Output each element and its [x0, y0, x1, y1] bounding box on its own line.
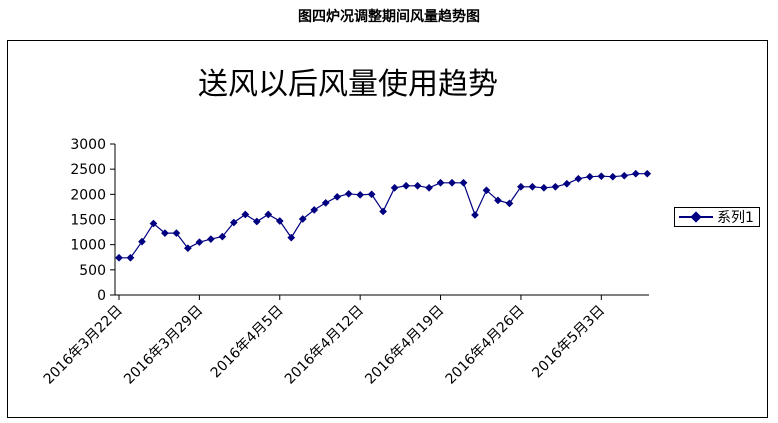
data-point [183, 244, 192, 253]
data-point [551, 182, 560, 191]
data-point [539, 183, 548, 192]
x-tick-label: 2016年3月22日 [41, 303, 126, 388]
data-point [379, 207, 388, 216]
chart-area: 送风以后风量使用趋势 0 500 1000 1500 2000 2500 3000 2016年… [7, 40, 768, 418]
data-point [608, 172, 617, 181]
data-point [264, 210, 273, 219]
data-point [241, 210, 250, 219]
data-point [115, 253, 123, 262]
data-point [459, 178, 468, 187]
data-point [413, 181, 422, 190]
data-point [206, 235, 215, 244]
data-point [482, 186, 491, 195]
data-point [310, 205, 319, 214]
y-tick-label: 1000 [70, 238, 106, 254]
data-point [356, 190, 365, 199]
data-point [402, 181, 411, 190]
legend-label: 系列1 [717, 210, 754, 226]
data-point [562, 179, 571, 188]
data-point [275, 217, 284, 225]
data-point [631, 169, 640, 178]
data-point [425, 183, 434, 192]
y-tick-label: 2000 [70, 187, 106, 203]
chart-legend: 系列1 [674, 207, 760, 227]
data-point [390, 183, 399, 192]
data-point [448, 178, 456, 187]
x-tick-label: 2016年3月29日 [121, 303, 206, 388]
data-point [172, 229, 181, 238]
page-caption: 图四炉况调整期间风量趋势图 [298, 9, 480, 25]
data-point [252, 217, 261, 226]
chart-title: 送风以后风量使用趋势 [198, 67, 498, 102]
data-point [516, 182, 525, 191]
data-point [344, 189, 353, 198]
data-point [195, 238, 204, 247]
data-point [585, 172, 594, 181]
y-tick-label: 500 [79, 263, 106, 279]
x-tick-label: 2016年4月19日 [362, 303, 447, 388]
y-tick-label: 2500 [70, 162, 106, 178]
data-point [126, 253, 135, 262]
data-point [505, 199, 514, 208]
y-tick-label: 0 [97, 288, 106, 304]
data-point [160, 229, 169, 238]
data-point [298, 215, 307, 223]
data-point [528, 182, 537, 191]
data-point [597, 172, 606, 181]
data-point [149, 219, 158, 228]
data-point [321, 198, 330, 207]
data-point [574, 174, 583, 183]
data-point [436, 178, 445, 187]
x-tick-label: 2016年4月26日 [443, 303, 528, 388]
data-point [229, 218, 238, 227]
data-point [138, 237, 146, 246]
x-tick-label: 2016年4月5日 [208, 303, 287, 382]
data-point [471, 211, 479, 219]
y-tick-label: 1500 [70, 213, 106, 229]
data-point [333, 192, 342, 201]
data-point [218, 232, 227, 241]
legend-marker-icon [679, 210, 713, 224]
y-tick-label: 3000 [70, 137, 106, 153]
data-point [287, 233, 296, 242]
data-point [643, 169, 652, 178]
data-point [620, 171, 629, 180]
x-tick-label: 2016年4月12日 [282, 303, 367, 388]
line-chart: 0 500 1000 1500 2000 2500 3000 2016年3月22日2016年3… [41, 137, 652, 388]
x-tick-label: 2016年5月3日 [529, 303, 608, 382]
data-point [367, 190, 376, 199]
data-point [494, 196, 502, 205]
